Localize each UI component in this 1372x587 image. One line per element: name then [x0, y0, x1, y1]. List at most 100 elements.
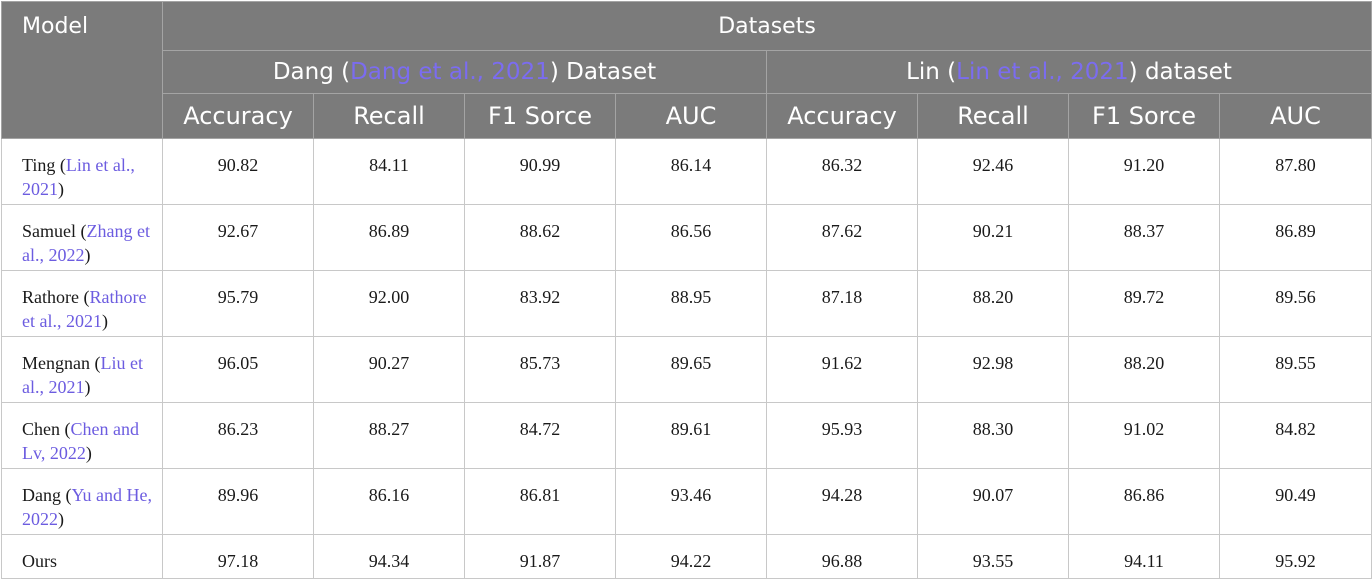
- model-name: Rathore: [22, 287, 79, 307]
- value-cell: 90.07: [917, 468, 1069, 535]
- model-name: Ting: [22, 155, 56, 175]
- model-cell: Mengnan (Liu et al., 2021): [1, 336, 163, 403]
- dataset-suffix: ) Dataset: [549, 59, 657, 85]
- value-cell: 94.28: [766, 468, 918, 535]
- paren-close: ): [84, 377, 91, 397]
- value-cell: 88.20: [1068, 336, 1220, 403]
- paren-open: (: [60, 419, 71, 439]
- paren-open: (: [55, 155, 66, 175]
- value-cell: 87.18: [766, 270, 918, 337]
- model-name: Dang: [22, 485, 61, 505]
- model-cell: Ting (Lin et al., 2021): [1, 138, 163, 205]
- table-row: Ting (Lin et al., 2021) 90.82 84.11 90.9…: [1, 138, 1372, 205]
- dataset-name: Dang: [272, 59, 334, 85]
- value-cell: 87.62: [766, 204, 918, 271]
- table-row: Mengnan (Liu et al., 2021) 96.05 90.27 8…: [1, 336, 1372, 403]
- value-cell: 96.05: [162, 336, 314, 403]
- table-row: Dang (Yu and He, 2022) 89.96 86.16 86.81…: [1, 468, 1372, 535]
- value-cell: 86.56: [615, 204, 767, 271]
- datasets-header: Datasets: [162, 1, 1372, 51]
- value-cell: 88.37: [1068, 204, 1220, 271]
- paren-open: (: [89, 353, 101, 373]
- value-cell: 95.93: [766, 402, 918, 469]
- citation-link[interactable]: Lin et al., 2021: [22, 155, 135, 199]
- value-cell: 88.62: [464, 204, 616, 271]
- value-cell: 94.22: [615, 534, 767, 579]
- value-cell: 86.89: [313, 204, 465, 271]
- value-cell: 88.95: [615, 270, 767, 337]
- paren-open: (: [333, 59, 351, 85]
- metric-header-recall: Recall: [313, 93, 465, 139]
- value-cell: 85.73: [464, 336, 616, 403]
- value-cell: 90.27: [313, 336, 465, 403]
- citation-link[interactable]: Dang et al., 2021: [350, 59, 550, 85]
- paren-open: (: [78, 287, 90, 307]
- value-cell: 91.62: [766, 336, 918, 403]
- value-cell: 92.67: [162, 204, 314, 271]
- table-row: Ours 97.18 94.34 91.87 94.22 96.88 93.55…: [1, 534, 1372, 579]
- paren-close: ): [58, 179, 64, 199]
- model-cell: Dang (Yu and He, 2022): [1, 468, 163, 535]
- value-cell: 89.61: [615, 402, 767, 469]
- dataset-group-dang: Dang (Dang et al., 2021) Dataset: [162, 50, 767, 94]
- value-cell: 92.00: [313, 270, 465, 337]
- metric-header-auc: AUC: [1219, 93, 1372, 139]
- paren-open: (: [939, 59, 957, 85]
- value-cell: 83.92: [464, 270, 616, 337]
- citation-link[interactable]: Chen and Lv, 2022: [22, 419, 139, 463]
- value-cell: 93.55: [917, 534, 1069, 579]
- table-row: Samuel (Zhang et al., 2022) 92.67 86.89 …: [1, 204, 1372, 271]
- value-cell: 89.72: [1068, 270, 1220, 337]
- value-cell: 93.46: [615, 468, 767, 535]
- value-cell: 96.88: [766, 534, 918, 579]
- value-cell: 84.82: [1219, 402, 1372, 469]
- value-cell: 88.27: [313, 402, 465, 469]
- model-name: Chen: [22, 419, 60, 439]
- paren-close: ): [101, 311, 108, 331]
- metric-header-accuracy: Accuracy: [162, 93, 314, 139]
- dataset-group-lin: Lin (Lin et al., 2021) dataset: [766, 50, 1372, 94]
- citation-link[interactable]: Liu et al., 2021: [22, 353, 143, 397]
- paren-open: (: [61, 485, 72, 505]
- metric-header-f1: F1 Sorce: [1068, 93, 1220, 139]
- value-cell: 89.96: [162, 468, 314, 535]
- model-cell: Samuel (Zhang et al., 2022): [1, 204, 163, 271]
- value-cell: 90.21: [917, 204, 1069, 271]
- value-cell: 86.16: [313, 468, 465, 535]
- value-cell: 86.23: [162, 402, 314, 469]
- citation-link[interactable]: Lin et al., 2021: [956, 59, 1129, 85]
- metric-header-auc: AUC: [615, 93, 767, 139]
- model-cell: Rathore (Rathore et al., 2021): [1, 270, 163, 337]
- citation-link[interactable]: Yu and He, 2022: [22, 485, 152, 529]
- paren-close: ): [85, 443, 92, 463]
- table-row: Chen (Chen and Lv, 2022) 86.23 88.27 84.…: [1, 402, 1372, 469]
- value-cell: 97.18: [162, 534, 314, 579]
- table-header: Model Datasets Dang (Dang et al., 2021) …: [1, 1, 1372, 139]
- value-cell: 95.92: [1219, 534, 1372, 579]
- value-cell: 90.49: [1219, 468, 1372, 535]
- value-cell: 89.56: [1219, 270, 1372, 337]
- value-cell: 91.20: [1068, 138, 1220, 205]
- metric-header-accuracy: Accuracy: [766, 93, 918, 139]
- metric-header-f1: F1 Sorce: [464, 93, 616, 139]
- paren-open: (: [76, 221, 87, 241]
- value-cell: 88.20: [917, 270, 1069, 337]
- citation-link[interactable]: Zhang et al., 2022: [22, 221, 150, 265]
- value-cell: 86.32: [766, 138, 918, 205]
- value-cell: 94.34: [313, 534, 465, 579]
- model-name: Samuel: [22, 221, 76, 241]
- value-cell: 92.98: [917, 336, 1069, 403]
- value-cell: 91.02: [1068, 402, 1220, 469]
- dataset-name: Lin: [906, 59, 940, 85]
- value-cell: 94.11: [1068, 534, 1220, 579]
- dataset-suffix: ) dataset: [1128, 59, 1232, 85]
- value-cell: 91.87: [464, 534, 616, 579]
- value-cell: 87.80: [1219, 138, 1372, 205]
- citation-link[interactable]: Rathore et al., 2021: [22, 287, 147, 331]
- value-cell: 86.86: [1068, 468, 1220, 535]
- value-cell: 86.89: [1219, 204, 1372, 271]
- value-cell: 84.11: [313, 138, 465, 205]
- value-cell: 89.55: [1219, 336, 1372, 403]
- model-cell: Chen (Chen and Lv, 2022): [1, 402, 163, 469]
- value-cell: 92.46: [917, 138, 1069, 205]
